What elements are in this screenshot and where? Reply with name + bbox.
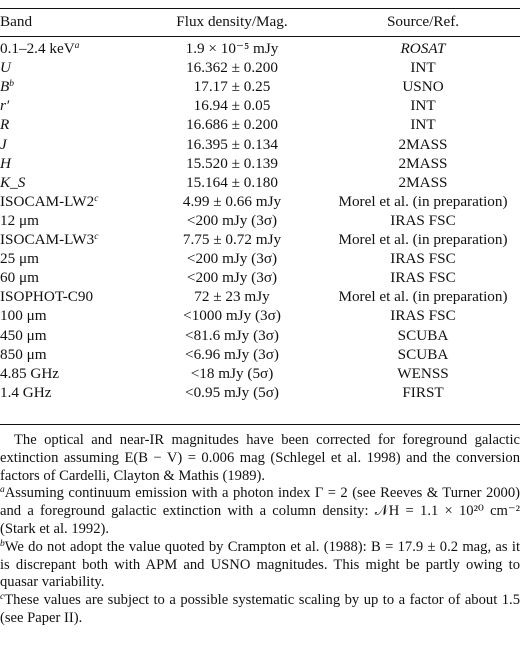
source-cell: Morel et al. (in preparation) <box>338 192 508 210</box>
source-cell: USNO <box>402 78 444 96</box>
table-top-rule <box>0 8 520 9</box>
table-row: 12 μm <200 mJy (3σ) IRAS FSC <box>0 211 520 230</box>
source-cell: INT <box>410 116 436 134</box>
table-row: 100 μm <1000 mJy (3σ) IRAS FSC <box>0 306 520 325</box>
band-cell: 850 μm <box>0 345 47 363</box>
flux-cell: <0.95 mJy (5σ) <box>185 383 279 401</box>
band-cell: 0.1–2.4 keVa <box>0 40 80 58</box>
band-cell: 1.4 GHz <box>0 383 52 401</box>
band-cell: K_S <box>0 173 26 191</box>
table-row: R 16.686 ± 0.200 INT <box>0 115 520 134</box>
table-row: ISOPHOT-C90 72 ± 23 mJy Morel et al. (in p… <box>0 287 520 306</box>
flux-cell: <200 mJy (3σ) <box>186 269 278 287</box>
note-c: cThese values are subject to a possible … <box>0 592 520 626</box>
table-row: ISOCAM-LW2c 4.99 ± 0.66 mJy Morel et al. (… <box>0 192 520 211</box>
source-cell: SCUBA <box>397 345 449 363</box>
flux-cell: 7.75 ± 0.72 mJy <box>182 231 282 249</box>
header-rule <box>0 36 520 37</box>
table-row: 25 μm <200 mJy (3σ) IRAS FSC <box>0 249 520 268</box>
source-cell: 2MASS <box>398 173 448 191</box>
band-cell: 450 μm <box>0 326 47 344</box>
note-a-text: Assuming continuum emission with a photo… <box>0 485 520 537</box>
source-cell: 2MASS <box>398 135 448 153</box>
header-flux: Flux density/Mag. <box>176 13 288 30</box>
flux-cell: 16.94 ± 0.05 <box>193 97 271 115</box>
table-notes: The optical and near-IR magnitudes have … <box>0 432 520 628</box>
note-b: bWe do not adopt the value quoted by Cra… <box>0 538 520 591</box>
table-row: 0.1–2.4 keVa 1.9 × 10⁻⁵ mJy ROSAT <box>0 39 520 58</box>
note-a: aAssuming continuum emission with a phot… <box>0 485 520 537</box>
table-bottom-rule <box>0 424 520 425</box>
table-row: H 15.520 ± 0.139 2MASS <box>0 154 520 173</box>
table-row: Bb 17.17 ± 0.25 USNO <box>0 77 520 96</box>
flux-cell: 16.362 ± 0.200 <box>186 59 278 77</box>
source-cell: Morel et al. (in preparation) <box>338 288 508 306</box>
header-spacer <box>0 31 520 39</box>
band-cell: J <box>0 135 7 153</box>
flux-cell: <200 mJy (3σ) <box>186 250 278 268</box>
source-cell: WENSS <box>397 364 449 382</box>
band-cell: ISOCAM-LW2c <box>0 192 99 210</box>
note-b-text: We do not adopt the value quoted by Cram… <box>0 538 520 591</box>
band-cell: 25 μm <box>0 250 39 268</box>
flux-cell: <200 mJy (3σ) <box>186 211 278 229</box>
band-cell: R <box>0 116 10 134</box>
flux-cell: 1.9 × 10⁻⁵ mJy <box>185 40 279 58</box>
band-cell: H <box>0 154 11 172</box>
band-cell: 60 μm <box>0 269 39 287</box>
flux-cell: <18 mJy (5σ) <box>190 364 274 382</box>
header-band: Band <box>0 13 33 30</box>
table-row: 450 μm <81.6 mJy (3σ) SCUBA <box>0 326 520 345</box>
band-cell: 100 μm <box>0 307 47 325</box>
band-cell: r′ <box>0 97 10 115</box>
flux-cell: 15.520 ± 0.139 <box>186 154 278 172</box>
source-cell: FIRST <box>402 383 444 401</box>
table-row: K_S 15.164 ± 0.180 2MASS <box>0 173 520 192</box>
photometry-table: Band Flux density/Mag. Source/Ref. 0.1–2… <box>0 12 520 402</box>
note-c-text: These values are subject to a possible s… <box>0 592 520 626</box>
flux-cell: <81.6 mJy (3σ) <box>185 326 279 344</box>
header-source: Source/Ref. <box>386 13 460 30</box>
flux-cell: 15.164 ± 0.180 <box>186 173 278 191</box>
flux-cell: 16.395 ± 0.134 <box>186 135 278 153</box>
band-cell: 12 μm <box>0 211 39 229</box>
band-cell: ISOCAM-LW3c <box>0 231 99 249</box>
flux-cell: 17.17 ± 0.25 <box>193 78 271 96</box>
table-row: 850 μm <6.96 mJy (3σ) SCUBA <box>0 345 520 364</box>
flux-cell: <6.96 mJy (3σ) <box>185 345 279 363</box>
note-general: The optical and near-IR magnitudes have … <box>0 432 520 485</box>
band-cell: 4.85 GHz <box>0 364 60 382</box>
source-cell: IRAS FSC <box>390 307 456 325</box>
table-row: J 16.395 ± 0.134 2MASS <box>0 135 520 154</box>
table-row: ISOCAM-LW3c 7.75 ± 0.72 mJy Morel et al. (… <box>0 230 520 249</box>
flux-cell: <1000 mJy (3σ) <box>183 307 281 325</box>
source-cell: IRAS FSC <box>390 211 456 229</box>
note-general-text: The optical and near-IR magnitudes have … <box>0 432 520 484</box>
source-cell: SCUBA <box>397 326 449 344</box>
source-cell: ROSAT <box>400 40 446 58</box>
source-cell: IRAS FSC <box>390 269 456 287</box>
flux-cell: 16.686 ± 0.200 <box>186 116 278 134</box>
table-row: 1.4 GHz <0.95 mJy (5σ) FIRST <box>0 383 520 402</box>
table-row: r′ 16.94 ± 0.05 INT <box>0 96 520 115</box>
flux-cell: 4.99 ± 0.66 mJy <box>182 192 282 210</box>
flux-cell: 72 ± 23 mJy <box>194 288 270 306</box>
table-header-row: Band Flux density/Mag. Source/Ref. <box>0 12 520 31</box>
source-cell: INT <box>410 59 436 77</box>
source-cell: Morel et al. (in preparation) <box>338 231 508 249</box>
band-cell: Bb <box>0 78 15 96</box>
table-row: 4.85 GHz <18 mJy (5σ) WENSS <box>0 364 520 383</box>
source-cell: INT <box>410 97 436 115</box>
band-cell: U <box>0 59 11 77</box>
table-row: U 16.362 ± 0.200 INT <box>0 58 520 77</box>
band-cell: ISOPHOT-C90 <box>0 288 94 306</box>
source-cell: 2MASS <box>398 154 448 172</box>
table-row: 60 μm <200 mJy (3σ) IRAS FSC <box>0 268 520 287</box>
source-cell: IRAS FSC <box>390 250 456 268</box>
